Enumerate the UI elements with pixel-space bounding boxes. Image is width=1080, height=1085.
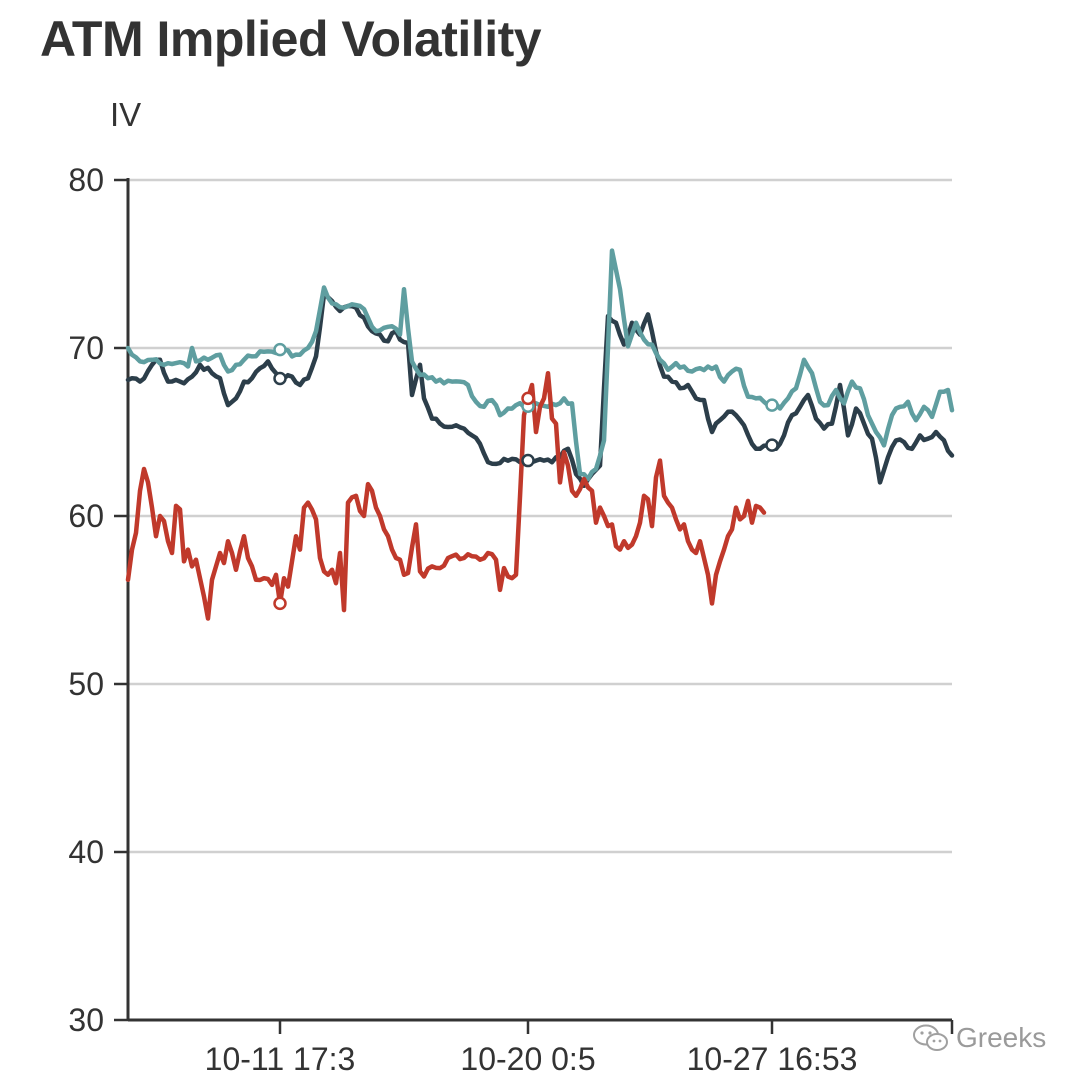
wechat-icon (913, 1024, 948, 1051)
series-marker (765, 438, 779, 452)
y-tick-label: 70 (68, 330, 104, 366)
series-marker (273, 342, 287, 357)
x-tick-label: 10-20 0:5 (460, 1041, 595, 1077)
series-line-2 (125, 370, 767, 621)
series-markers (273, 342, 779, 611)
series-marker (521, 391, 535, 406)
y-tick-label: 60 (68, 498, 104, 534)
series-marker (273, 596, 287, 611)
y-ticks: 30 40 50 60 70 80 (68, 162, 128, 1038)
x-ticks: 10-11 17:3 10-20 0:5 10-27 16:53 (205, 1020, 954, 1077)
series-marker (765, 398, 779, 412)
x-tick-label: 10-11 17:3 (205, 1041, 356, 1077)
watermark-text: Greeks (956, 1022, 1047, 1053)
series-lines (125, 248, 955, 621)
y-axis-label: IV (110, 96, 142, 133)
y-tick-label: 30 (68, 1002, 104, 1038)
series-marker (273, 371, 287, 386)
y-tick-label: 80 (68, 162, 104, 198)
series-line-1 (125, 248, 955, 482)
grid-lines (128, 178, 952, 854)
series-line-0 (125, 291, 955, 489)
axes (126, 178, 952, 1022)
y-tick-label: 40 (68, 834, 104, 870)
chart-title: ATM Implied Volatility (40, 11, 542, 67)
series-marker (521, 453, 535, 468)
x-tick-label: 10-27 16:53 (687, 1041, 858, 1077)
y-tick-label: 50 (68, 666, 104, 702)
watermark: Greeks (912, 1022, 1046, 1054)
